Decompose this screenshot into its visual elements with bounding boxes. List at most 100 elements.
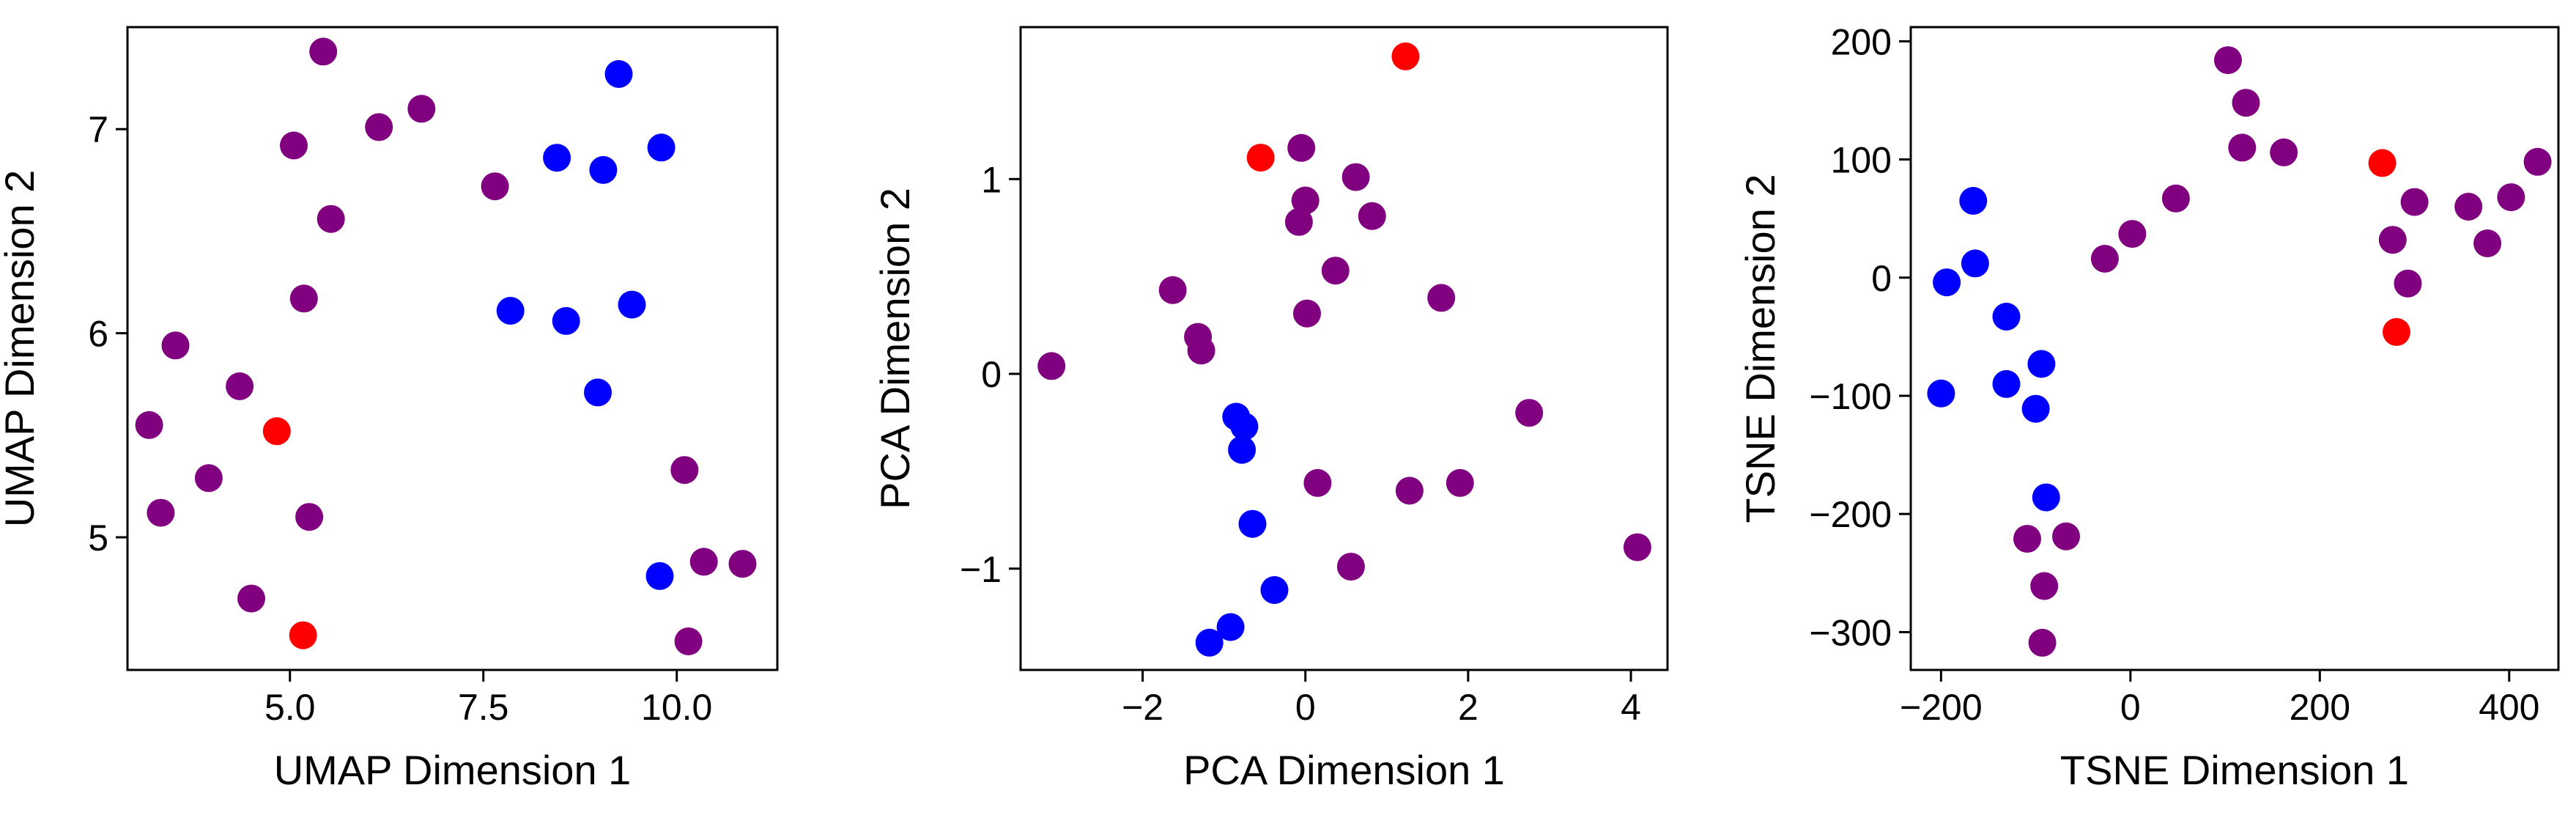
pca-point-s0-12 [1515,399,1544,427]
tsne-x-tick-label-3: 400 [2479,687,2539,728]
umap-x-tick-label-0: 5.0 [264,687,316,728]
pca-point-s1-4 [1195,628,1224,657]
tsne-plot-frame [1909,26,2560,671]
pca-point-s0-11 [1427,284,1456,312]
umap-point-s0-4 [481,172,509,201]
pca-point-s0-5 [1321,257,1350,285]
tsne-point-s0-16 [2030,572,2059,600]
umap-point-s0-15 [689,548,718,576]
umap-point-s0-1 [407,95,436,123]
umap-point-s0-2 [365,113,393,141]
pca-point-s0-2 [1291,186,1320,215]
tsne-point-s1-3 [1927,379,1955,408]
pca-point-s0-6 [1158,276,1187,304]
umap-panel: 5.0 7.5 10.0 5 6 7 UMAP Dimension 1 UMAP Dim… [0,26,779,793]
tsne-point-s0-4 [2161,184,2190,213]
umap-point-s0-17 [674,627,703,655]
tsne-point-s1-0 [1959,187,1988,215]
umap-point-s0-16 [728,550,757,578]
umap-point-s1-3 [647,133,676,162]
pca-point-s0-16 [1336,553,1365,581]
tsne-point-s1-1 [1961,249,1989,278]
tsne-point-s0-8 [2400,188,2429,216]
umap-point-s0-11 [147,498,175,527]
tsne-point-s2-1 [2383,317,2410,346]
pca-point-s0-9 [1037,352,1066,380]
umap-point-s1-8 [645,561,674,590]
umap-x-axis-label: UMAP Dimension 1 [274,747,632,793]
umap-x-tick-label-1: 7.5 [458,687,509,728]
umap-points [135,37,757,655]
tsne-y-tick-label-3: 0 [1871,258,1892,299]
umap-point-s2-1 [289,621,317,649]
pca-y-tick-label-2: 1 [981,159,1002,200]
pca-x-tick-label-2: 2 [1458,687,1478,728]
tsne-x-tick-label-2: 200 [2290,687,2350,728]
pca-point-s1-3 [1238,509,1267,538]
tsne-y-tick-label-2: −100 [1809,376,1892,417]
tsne-point-s0-14 [2013,525,2041,553]
tsne-y-ticks: −300 −200 −100 0 100 200 [1809,21,1911,653]
umap-y-tick-label-0: 5 [88,517,108,559]
tsne-x-tick-label-1: 0 [2120,687,2141,728]
umap-point-s1-2 [589,155,618,184]
tsne-point-s1-8 [2032,483,2060,512]
umap-point-s1-4 [496,297,525,325]
tsne-point-s1-5 [1992,369,2021,398]
tsne-point-s0-3 [2270,138,2298,166]
tsne-x-ticks: −200 0 200 400 [1900,670,2540,728]
tsne-point-s0-9 [2394,269,2422,298]
pca-point-s0-0 [1287,133,1316,162]
umap-y-tick-label-1: 6 [88,314,108,355]
tsne-point-s0-15 [2052,522,2080,550]
umap-point-s1-1 [543,144,571,172]
umap-point-s0-5 [317,204,345,233]
pca-point-s0-8 [1187,336,1215,365]
umap-point-s1-7 [584,378,612,407]
pca-point-s1-1 [1230,412,1259,441]
pca-panel: −2 0 2 4 −1 0 1 PCA Dimension 1 PCA Dimension… [872,26,1669,793]
tsne-point-s0-11 [2473,229,2502,257]
pca-point-s2-0 [1391,42,1420,70]
pca-point-s0-4 [1358,202,1386,230]
pca-x-tick-label-1: 0 [1295,687,1316,728]
pca-y-tick-label-0: −1 [960,549,1002,590]
umap-point-s0-9 [135,410,163,439]
umap-point-s0-13 [237,584,265,613]
umap-point-s2-0 [262,417,291,446]
tsne-y-tick-label-0: −300 [1809,612,1892,653]
tsne-point-s0-6 [2090,245,2119,273]
tsne-point-s1-2 [1933,268,1961,297]
umap-point-s0-6 [289,284,318,313]
pca-point-s0-3 [1284,207,1313,236]
pca-point-s2-1 [1246,144,1275,172]
umap-y-axis-label: UMAP Dimension 2 [0,170,42,528]
umap-point-s0-10 [194,464,223,493]
pca-point-s0-10 [1293,299,1321,328]
umap-point-s0-12 [295,503,324,531]
pca-point-s1-2 [1228,435,1256,464]
pca-point-s0-15 [1446,468,1474,497]
tsne-point-s0-12 [2497,183,2525,212]
tsne-point-s0-5 [2118,220,2147,248]
tsne-point-s0-17 [2028,628,2057,657]
pca-y-tick-label-1: 0 [981,354,1002,395]
pca-point-s1-6 [1260,576,1289,604]
umap-x-ticks: 5.0 7.5 10.0 [264,670,712,728]
pca-point-s0-14 [1395,476,1424,505]
pca-point-s0-17 [1623,533,1651,561]
pca-x-tick-label-3: 4 [1621,687,1641,728]
tsne-point-s0-13 [2523,147,2552,176]
tsne-y-tick-label-5: 200 [1831,21,1892,62]
pca-y-axis-label: PCA Dimension 2 [872,188,918,509]
umap-point-s0-7 [161,331,190,360]
umap-plot-frame [126,26,779,671]
tsne-y-tick-label-1: −200 [1809,494,1892,535]
tsne-point-s2-0 [2368,149,2397,177]
umap-point-s1-6 [618,290,646,319]
pca-points [1037,42,1651,657]
umap-point-s0-0 [309,37,338,66]
pca-point-s0-1 [1341,163,1370,191]
tsne-points [1927,46,2552,657]
